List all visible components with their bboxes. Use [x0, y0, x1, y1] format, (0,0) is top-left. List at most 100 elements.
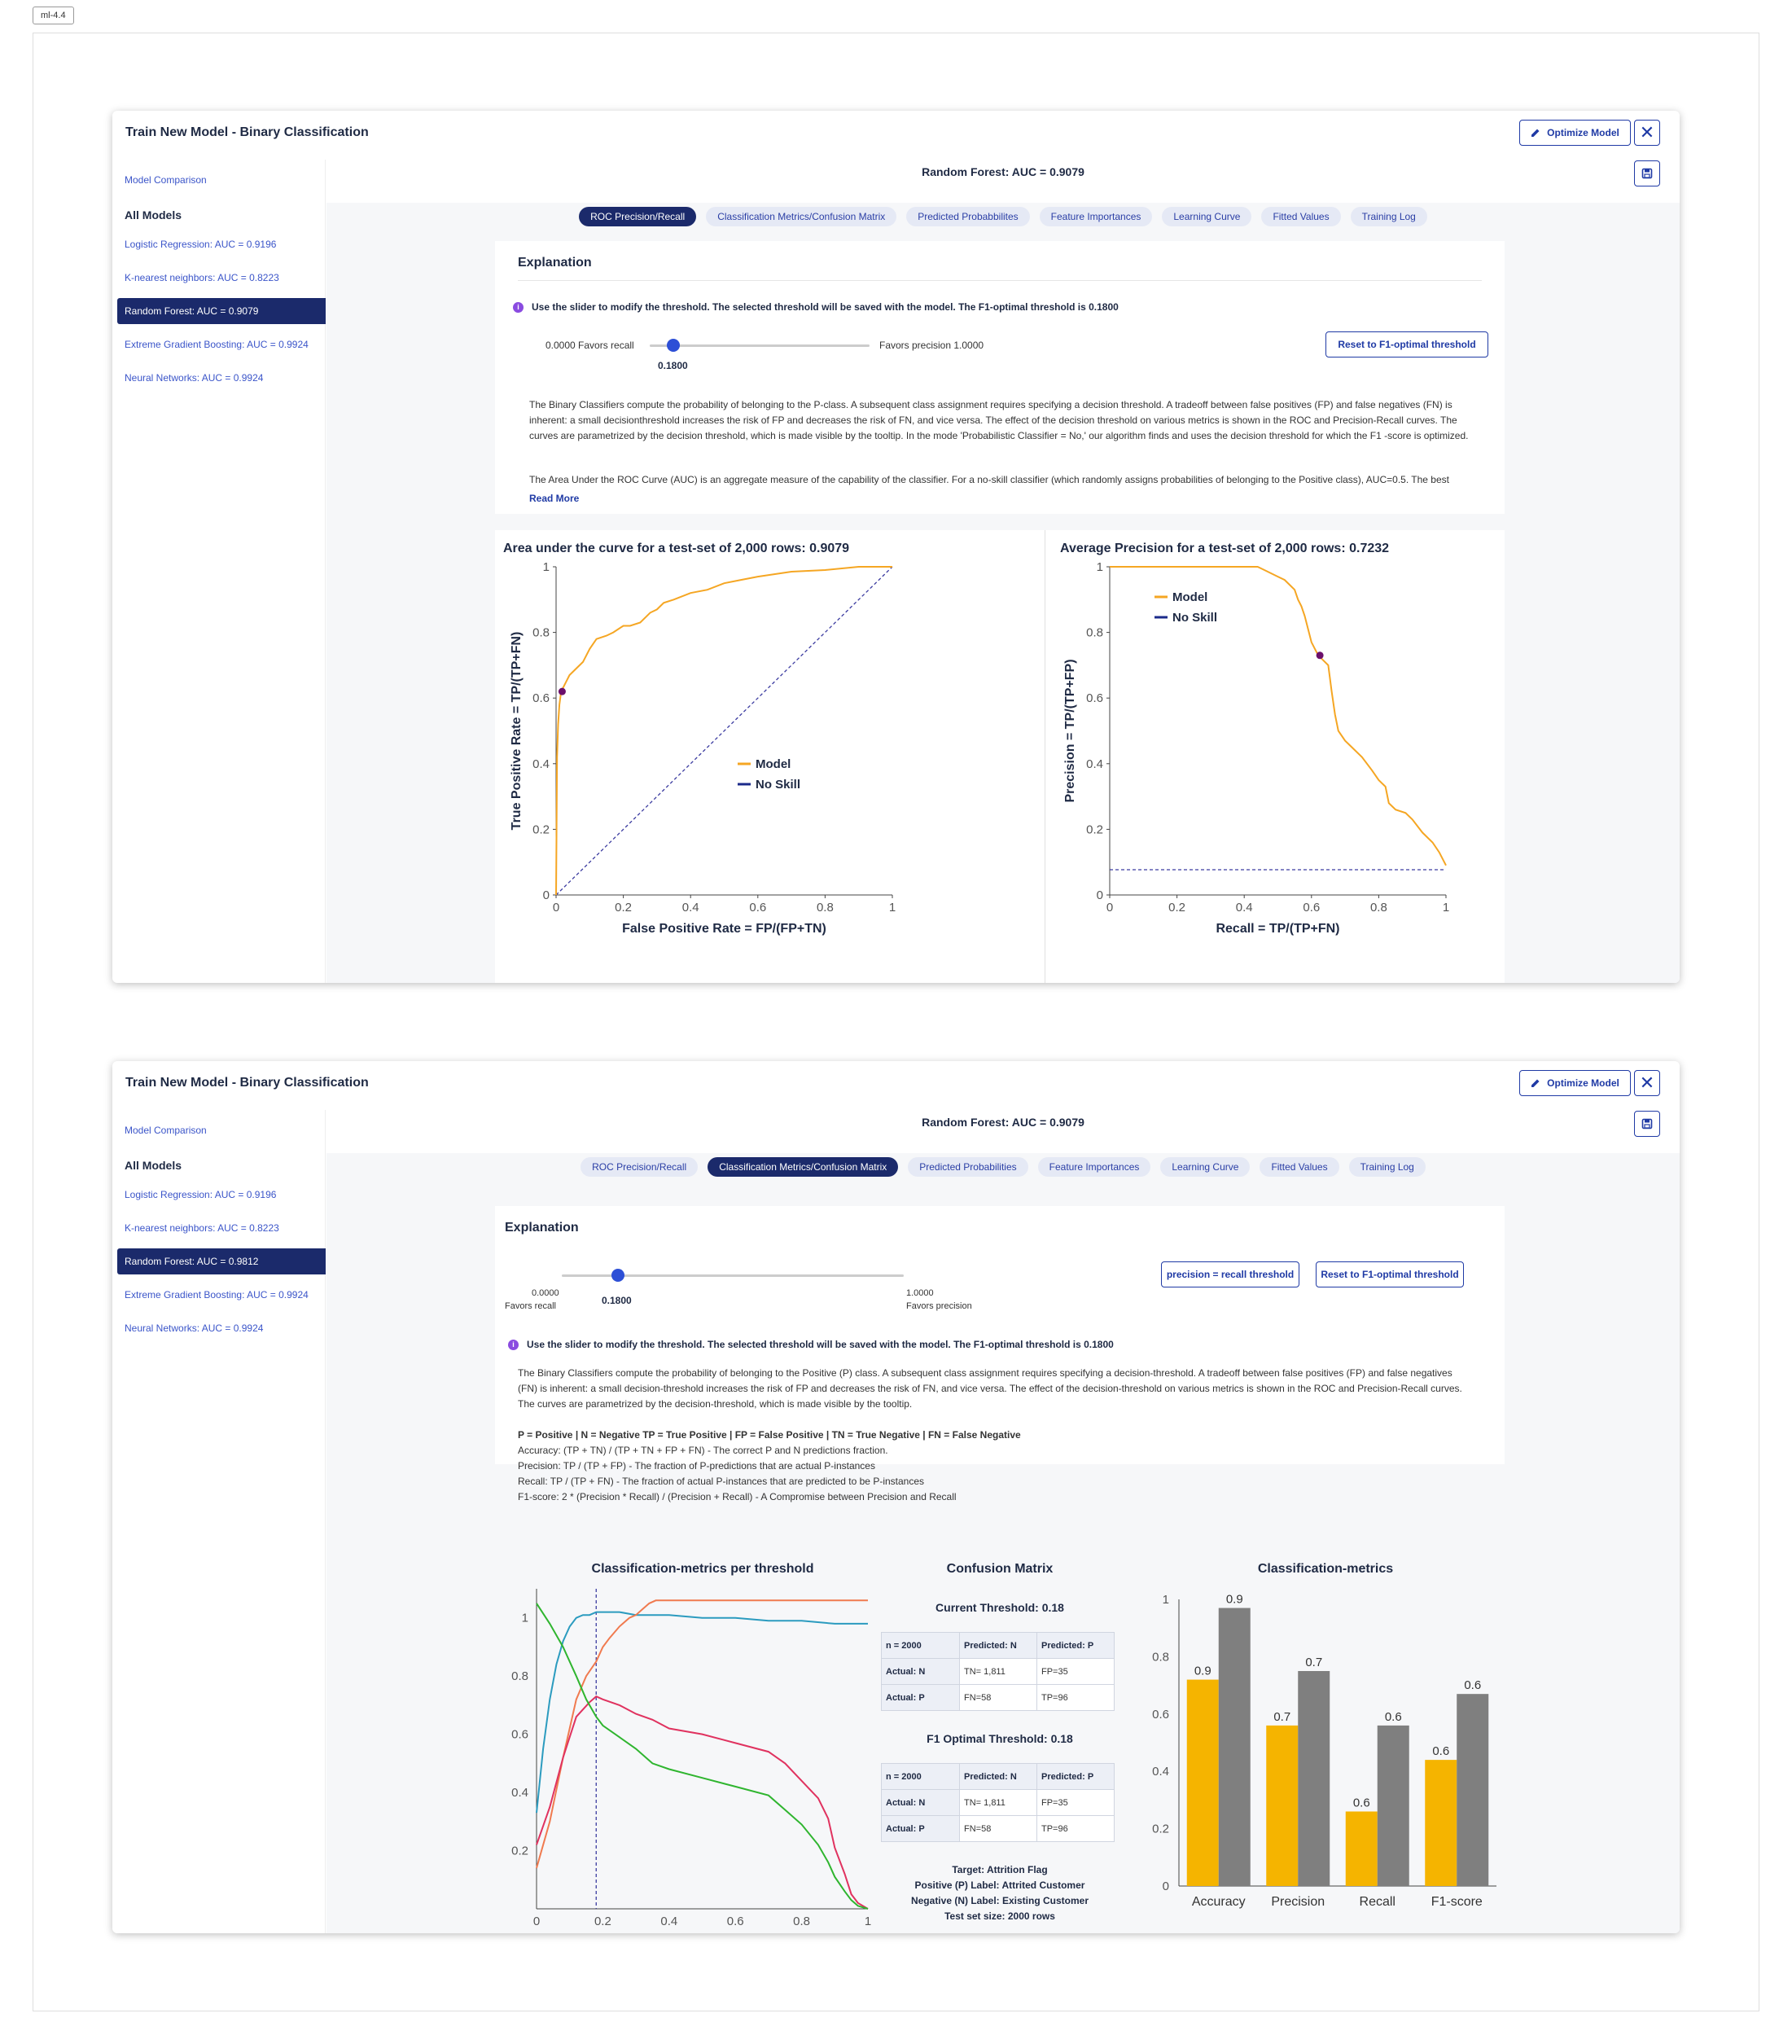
table-cell: n = 2000	[881, 1632, 960, 1659]
tab-roc-precision-recall[interactable]: ROC Precision/Recall	[581, 1157, 699, 1177]
metric-line-crimson	[536, 1695, 869, 1910]
classification-metrics-title: Classification-metrics	[1257, 1562, 1394, 1576]
version-tag: ml-4.4	[33, 7, 74, 24]
optimize-model-button[interactable]: Optimize Model	[1519, 1070, 1631, 1096]
threshold-slider-thumb[interactable]	[667, 339, 680, 352]
threshold-slider-track[interactable]	[562, 1274, 904, 1277]
save-icon	[1641, 1118, 1653, 1129]
model-comparison-link[interactable]: Model Comparison	[125, 1125, 207, 1136]
slider-max-value: 1.0000	[906, 1288, 934, 1298]
x-tick-label: 0.6	[727, 1915, 744, 1928]
positive-label: Positive (P) Label: Attrited Customer	[914, 1880, 1085, 1891]
sidebar-item-knn[interactable]: K-nearest neighbors: AUC = 0.8223	[125, 272, 279, 283]
y-axis-label: Precision = TP/(TP+FP)	[1063, 659, 1077, 802]
model-sidebar: Model Comparison All Models Logistic Reg…	[112, 1110, 326, 1933]
tab-predicted-probabilities[interactable]: Predicted Probabbilites	[906, 207, 1030, 226]
close-button[interactable]: ✕	[1634, 120, 1660, 146]
read-more-link[interactable]: Read More	[529, 493, 580, 504]
tab-training-log[interactable]: Training Log	[1350, 207, 1427, 226]
x-tick-label: 0	[533, 1915, 540, 1928]
x-tick-label: 0.6	[749, 901, 766, 915]
precision-recall-threshold-button[interactable]: precision = recall threshold	[1161, 1261, 1299, 1287]
tab-feature-importances[interactable]: Feature Importances	[1039, 207, 1153, 226]
f1-optimal-threshold-title: F1 Optimal Threshold: 0.18	[927, 1732, 1073, 1745]
close-button[interactable]: ✕	[1634, 1070, 1660, 1096]
y-tick-label: 0.6	[532, 691, 550, 705]
tab-predicted-probabilities[interactable]: Predicted Probabilities	[908, 1157, 1028, 1177]
abbreviations-line: P = Positive | N = Negative TP = True Po…	[518, 1429, 1021, 1441]
tab-training-log[interactable]: Training Log	[1348, 1157, 1426, 1177]
table-cell: TP=96	[1036, 1815, 1115, 1842]
y-tick-label: 0.4	[1152, 1765, 1169, 1779]
pr-chart-title: Average Precision for a test-set of 2,00…	[1060, 542, 1390, 555]
pr-chart: 0 0.2 0.4 0.6 0.8 1 0 0.2 0.4 0.6 0.8 1 Recall = TP/…	[1063, 560, 1449, 936]
slider-max-label: Favors precision 1.0000	[879, 340, 984, 351]
sidebar-item-knn[interactable]: K-nearest neighbors: AUC = 0.8223	[125, 1222, 279, 1234]
tab-feature-importances[interactable]: Feature Importances	[1037, 1157, 1151, 1177]
sidebar-item-neural-networks[interactable]: Neural Networks: AUC = 0.9924	[125, 1322, 264, 1334]
train-model-panel-roc: Train New Model - Binary Classification …	[112, 111, 1680, 983]
sidebar-item-xgboost[interactable]: Extreme Gradient Boosting: AUC = 0.9924	[125, 339, 309, 350]
explanation-paragraph-1: The Binary Classifiers compute the proba…	[529, 399, 1469, 441]
tab-roc-precision-recall[interactable]: ROC Precision/Recall	[579, 207, 697, 226]
table-cell: Predicted: N	[959, 1763, 1037, 1790]
x-tick-label: 1	[865, 1915, 871, 1928]
divider	[518, 280, 1482, 281]
pencil-icon	[1531, 129, 1540, 137]
table-cell: TN= 1,811	[959, 1789, 1037, 1816]
reset-f1-threshold-button[interactable]: Reset to F1-optimal threshold	[1316, 1261, 1464, 1287]
sidebar-item-random-forest[interactable]: Random Forest: AUC = 0.9079	[117, 298, 326, 324]
dataset-info: Target: Attrition Flag Positive (P) Labe…	[878, 1862, 1122, 1924]
bar-gray	[1377, 1725, 1409, 1886]
bar-data-label: 0.6	[1432, 1744, 1449, 1758]
y-tick-label: 0.2	[511, 1844, 528, 1858]
sidebar-item-logistic-regression[interactable]: Logistic Regression: AUC = 0.9196	[125, 1189, 277, 1200]
save-button[interactable]	[1634, 160, 1660, 186]
sidebar-item-neural-networks[interactable]: Neural Networks: AUC = 0.9924	[125, 372, 264, 384]
tab-classification-metrics[interactable]: Classification Metrics/Confusion Matrix	[706, 207, 897, 226]
x-tick-label: Precision	[1271, 1895, 1325, 1909]
sidebar-item-xgboost[interactable]: Extreme Gradient Boosting: AUC = 0.9924	[125, 1289, 309, 1301]
y-tick-label: 1	[522, 1612, 528, 1625]
classification-metrics-chart: 0 0.2 0.4 0.6 0.8 1 Accuracy 0.9 0.9 Precision 0.7…	[1152, 1593, 1496, 1909]
x-tick-label: 0.8	[793, 1915, 810, 1928]
x-axis-label: False Positive Rate = FP/(FP+TN)	[622, 922, 826, 936]
slider-max-text: Favors precision	[906, 1301, 972, 1311]
table-cell: Actual: P	[881, 1815, 960, 1842]
tab-learning-curve[interactable]: Learning Curve	[1162, 207, 1252, 226]
save-button[interactable]	[1634, 1111, 1660, 1137]
threshold-hint: i Use the slider to modify the threshold…	[508, 1339, 1114, 1350]
tab-fitted-values[interactable]: Fitted Values	[1261, 207, 1341, 226]
sidebar-item-logistic-regression[interactable]: Logistic Regression: AUC = 0.9196	[125, 239, 277, 250]
model-header: Random Forest: AUC = 0.9079	[922, 165, 1084, 178]
y-tick-label: 0.6	[1086, 691, 1103, 705]
x-tick-label: 0.4	[682, 901, 699, 915]
x-tick-label: 0.8	[1370, 901, 1387, 915]
tab-classification-metrics[interactable]: Classification Metrics/Confusion Matrix	[708, 1157, 899, 1177]
model-sidebar: Model Comparison All Models Logistic Reg…	[112, 160, 326, 983]
tab-fitted-values[interactable]: Fitted Values	[1260, 1157, 1339, 1177]
info-icon: i	[508, 1339, 519, 1350]
threshold-hint-text: Use the slider to modify the threshold. …	[527, 1339, 1114, 1350]
threshold-slider-thumb[interactable]	[611, 1269, 624, 1282]
bar-gray	[1298, 1671, 1330, 1886]
reset-f1-threshold-button[interactable]: Reset to F1-optimal threshold	[1325, 331, 1488, 357]
sidebar-item-random-forest[interactable]: Random Forest: AUC = 0.9812	[117, 1248, 326, 1274]
optimize-model-button[interactable]: Optimize Model	[1519, 120, 1631, 146]
explanation-title: Explanation	[505, 1221, 579, 1235]
metric-line-teal	[536, 1611, 868, 1814]
legend-label-model: Model	[756, 757, 791, 771]
explanation-paragraph-2: The Area Under the ROC Curve (AUC) is an…	[529, 474, 1449, 485]
y-tick-label: 0	[1097, 888, 1103, 902]
tab-learning-curve[interactable]: Learning Curve	[1160, 1157, 1251, 1177]
threshold-slider-track[interactable]	[650, 344, 870, 347]
save-icon	[1641, 168, 1653, 179]
metrics-per-threshold-chart: 0 0.2 0.4 0.6 0.8 1 0.2 0.4 0.6 0.8 1	[511, 1589, 871, 1928]
model-comparison-link[interactable]: Model Comparison	[125, 174, 207, 186]
threshold-hint: i Use the slider to modify the threshold…	[513, 301, 1119, 313]
roc-chart-title: Area under the curve for a test-set of 2…	[503, 542, 850, 555]
x-tick-label: F1-score	[1431, 1895, 1483, 1909]
all-models-heading: All Models	[125, 208, 182, 222]
confusion-matrix-title: Confusion Matrix	[946, 1562, 1054, 1576]
bar-gray	[1457, 1694, 1489, 1886]
